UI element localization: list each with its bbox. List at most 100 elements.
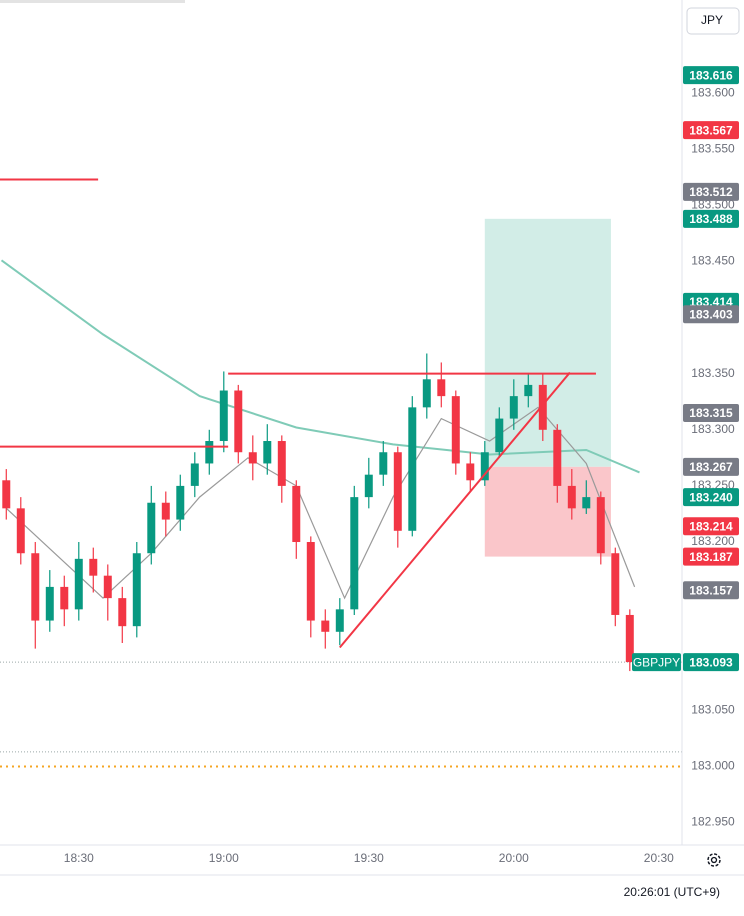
currency-label[interactable]: JPY <box>701 13 723 27</box>
price-badge <box>683 457 739 476</box>
x-tick-label: 20:00 <box>499 851 529 865</box>
candle-body <box>422 379 431 408</box>
position-box <box>484 218 611 467</box>
price-axis: 183.600 183.550 183.500 183.450 183.350 183.3… <box>64 66 739 865</box>
candle-body <box>205 441 214 464</box>
price-badge-label: 183.267 <box>689 460 733 474</box>
candle-body <box>190 463 199 486</box>
candle-body <box>248 452 257 464</box>
x-tick-label: 19:00 <box>209 851 239 865</box>
candle-body <box>567 485 576 509</box>
price-badge-label: 183.187 <box>689 550 733 564</box>
symbol-badge <box>632 653 681 672</box>
price-badge <box>683 581 739 600</box>
candle-body <box>74 558 83 610</box>
candle-body <box>89 558 98 576</box>
price-badge-label: 183.093 <box>689 655 733 669</box>
candle-body <box>408 407 417 531</box>
candle-body <box>31 553 40 621</box>
candle-body <box>364 474 373 498</box>
candle-body <box>292 485 301 543</box>
plot-area <box>0 178 682 768</box>
price-badge <box>683 488 739 507</box>
candle-body <box>379 452 388 475</box>
settings-icon[interactable] <box>707 853 721 867</box>
price-badge <box>683 66 739 85</box>
price-badge-label: 183.616 <box>689 68 733 82</box>
candle-body <box>147 502 156 554</box>
candle-body <box>538 384 547 430</box>
y-tick-label: 183.500 <box>691 198 735 212</box>
price-badge <box>683 121 739 140</box>
candle-body <box>219 390 228 442</box>
y-tick-label: 183.350 <box>691 366 735 380</box>
candle-body <box>277 441 286 486</box>
gear-outer[interactable] <box>707 853 721 867</box>
candle-body <box>480 452 489 481</box>
candle-body <box>495 418 504 453</box>
price-badge <box>683 517 739 536</box>
candle-body <box>553 429 562 486</box>
symbol-label: GBPJPY <box>633 655 680 669</box>
y-tick-label: 183.600 <box>691 85 735 99</box>
candle-body <box>393 452 402 531</box>
trend-line <box>339 371 571 649</box>
candle-body <box>60 586 69 610</box>
candle-body <box>335 609 344 632</box>
price-badge-label: 183.214 <box>689 519 733 533</box>
price-badge <box>683 547 739 566</box>
candle-body <box>524 384 533 397</box>
currency-button[interactable] <box>686 7 740 35</box>
y-tick-label: 183.200 <box>691 534 735 548</box>
candle-body <box>509 396 518 419</box>
clock: 20:26:01 (UTC+9) <box>624 885 720 899</box>
price-badge <box>683 182 739 201</box>
y-tick-label: 183.450 <box>691 254 735 268</box>
gear-inner[interactable] <box>710 856 718 864</box>
candle-body <box>582 497 591 509</box>
candle-body <box>596 497 605 554</box>
x-tick-label: 18:30 <box>64 851 94 865</box>
candle-body <box>234 390 243 453</box>
candle-body <box>611 553 620 615</box>
candle-body <box>466 463 475 481</box>
price-badge-label: 183.240 <box>689 490 733 504</box>
price-badge <box>683 209 739 228</box>
candle-body <box>132 553 141 627</box>
candle-body <box>451 396 460 464</box>
top-shadow <box>0 0 185 3</box>
price-badge-label: 183.567 <box>689 123 733 137</box>
candle-body <box>437 379 446 397</box>
price-badge-label: 183.157 <box>689 583 733 597</box>
moving-average <box>0 259 640 474</box>
y-tick-label: 183.000 <box>691 759 735 773</box>
candle-body <box>306 542 315 621</box>
candle-body <box>263 441 272 464</box>
candle-body <box>118 598 127 627</box>
price-badge-label: 183.488 <box>689 212 733 226</box>
candle-body <box>350 497 359 610</box>
candle-body <box>103 575 112 599</box>
candle-body <box>176 485 185 520</box>
price-badge-label: 183.403 <box>689 307 733 321</box>
candle-body <box>2 480 11 509</box>
y-tick-label: 182.950 <box>691 815 735 829</box>
price-badge-label: 183.315 <box>689 406 733 420</box>
price-badge <box>683 305 739 324</box>
candle-body <box>161 502 170 520</box>
y-tick-label: 183.300 <box>691 422 735 436</box>
x-tick-label: 19:30 <box>354 851 384 865</box>
x-tick-label: 20:30 <box>644 851 674 865</box>
position-box <box>484 466 611 557</box>
price-badge <box>683 403 739 422</box>
candle-body <box>16 508 25 554</box>
price-badge-label: 183.512 <box>689 185 733 199</box>
y-tick-label: 183.550 <box>691 141 735 155</box>
candle-body <box>45 586 54 621</box>
candle-body <box>625 614 634 663</box>
candle-body <box>321 620 330 632</box>
price-badge <box>683 653 739 672</box>
